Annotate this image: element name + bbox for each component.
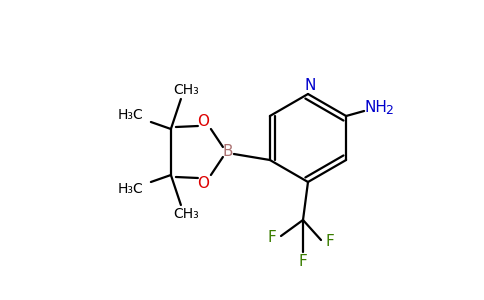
Text: N: N: [304, 77, 316, 92]
Text: F: F: [268, 230, 276, 245]
Text: H₃C: H₃C: [118, 108, 144, 122]
Text: NH: NH: [364, 100, 388, 116]
Text: 2: 2: [385, 104, 393, 118]
Text: F: F: [299, 254, 307, 269]
Text: CH₃: CH₃: [173, 207, 199, 221]
Text: O: O: [197, 113, 209, 128]
Text: H₃C: H₃C: [118, 182, 144, 196]
Text: CH₃: CH₃: [173, 83, 199, 97]
Text: B: B: [223, 145, 233, 160]
Text: O: O: [197, 176, 209, 190]
Text: F: F: [326, 235, 334, 250]
